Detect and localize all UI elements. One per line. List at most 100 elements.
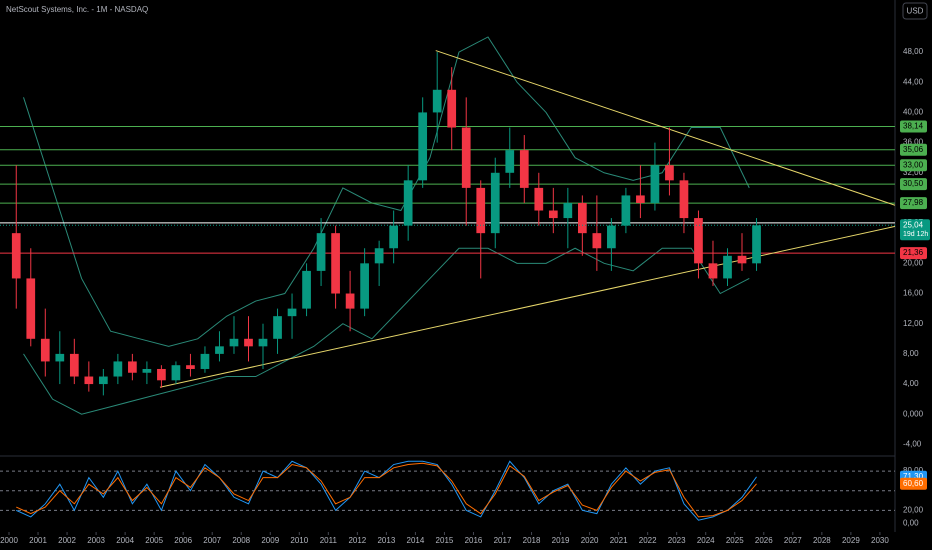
y-tick-label: 36,00 <box>903 138 924 147</box>
x-tick-label: 2016 <box>465 536 483 545</box>
level-label: 27,98 <box>903 198 924 207</box>
chart-title: NetScout Systems, Inc. - 1M - NASDAQ <box>6 5 148 14</box>
level-label-box <box>900 120 927 133</box>
candle-body <box>374 248 384 264</box>
y-tick-label: 20,00 <box>903 505 924 514</box>
x-tick-label: 2006 <box>174 536 192 545</box>
x-tick-label: 2030 <box>871 536 889 545</box>
x-tick-label: 2019 <box>552 536 570 545</box>
candle-body <box>534 187 544 211</box>
x-tick-label: 2012 <box>348 536 366 545</box>
level-label-box <box>900 143 927 156</box>
x-tick-label: 2001 <box>29 536 47 545</box>
candle-body <box>215 346 224 354</box>
candle-body <box>113 361 123 377</box>
candle-body <box>244 338 253 347</box>
x-tick-label: 2013 <box>377 536 395 545</box>
x-tick-label: 2029 <box>842 536 860 545</box>
candle-body <box>447 89 457 128</box>
y-tick-label: 0,00 <box>903 519 919 528</box>
candle-body <box>389 225 399 249</box>
trendline <box>435 50 896 206</box>
x-tick-label: 2004 <box>116 536 134 545</box>
candle-body <box>737 255 747 264</box>
candle-body <box>505 150 515 173</box>
level-label: 38,14 <box>903 122 924 131</box>
candle-body <box>650 165 660 203</box>
x-tick-label: 2021 <box>610 536 628 545</box>
trendline <box>159 225 896 388</box>
candle-body <box>84 376 94 385</box>
candle-body <box>403 180 413 226</box>
candle-body <box>577 202 587 234</box>
candle-body <box>331 233 340 294</box>
currency-label[interactable]: USD <box>907 7 924 16</box>
candle-body <box>273 316 282 339</box>
candle-body <box>723 255 732 279</box>
level-label-box <box>900 178 927 191</box>
candle-body <box>128 361 137 373</box>
y-tick-label: -4,00 <box>903 440 922 449</box>
x-tick-label: 2005 <box>145 536 163 545</box>
candle-body <box>40 338 50 362</box>
candle-body <box>752 225 761 264</box>
level-label-box <box>900 197 927 210</box>
level-label: 30,50 <box>903 179 924 188</box>
x-tick-label: 2009 <box>261 536 279 545</box>
candle-body <box>11 233 21 279</box>
y-tick-label: 80,00 <box>903 466 924 475</box>
candle-body <box>157 368 166 381</box>
level-label: 33,00 <box>903 160 924 169</box>
candle-body <box>229 338 239 347</box>
last-price-label: 25,04 <box>903 220 924 229</box>
candle-body <box>563 202 573 219</box>
level-label-box <box>900 159 927 172</box>
candle-body <box>708 263 718 279</box>
candle-body <box>519 150 529 188</box>
x-tick-label: 2025 <box>726 536 744 545</box>
x-tick-label: 2020 <box>581 536 599 545</box>
candle-body <box>171 365 181 381</box>
level-label-box <box>900 247 927 260</box>
candle-body <box>26 278 36 339</box>
candle-body <box>258 338 268 347</box>
x-tick-label: 2024 <box>697 536 715 545</box>
candle-body <box>302 270 311 309</box>
level-label: 35,06 <box>903 145 924 154</box>
band-line <box>23 36 750 347</box>
candle-body <box>592 233 602 249</box>
candle-body <box>55 353 65 362</box>
countdown-label: 19d 12h <box>903 231 928 238</box>
x-tick-label: 2023 <box>668 536 686 545</box>
y-tick-label: 44,00 <box>903 77 924 86</box>
candle-body <box>345 293 355 309</box>
band-line <box>23 247 750 415</box>
y-tick-label: 4,00 <box>903 379 919 388</box>
y-tick-label: 40,00 <box>903 108 924 117</box>
x-tick-label: 2000 <box>0 536 18 545</box>
last-price-box <box>900 219 930 241</box>
x-tick-label: 2022 <box>639 536 657 545</box>
oscillator-line <box>16 462 757 518</box>
x-tick-label: 2014 <box>407 536 425 545</box>
y-tick-label: 32,00 <box>903 168 924 177</box>
x-tick-label: 2007 <box>203 536 221 545</box>
candle-body <box>636 195 645 203</box>
candle-body <box>461 127 471 188</box>
candle-body <box>548 210 558 219</box>
y-tick-label: 20,00 <box>903 258 924 267</box>
y-tick-label: 48,00 <box>903 47 924 56</box>
x-tick-label: 2002 <box>58 536 76 545</box>
x-tick-label: 2010 <box>290 536 308 545</box>
currency-button[interactable] <box>902 2 928 20</box>
candle-body <box>200 353 210 369</box>
candle-body <box>316 233 326 271</box>
candle-body <box>360 263 369 309</box>
y-tick-label: 8,00 <box>903 349 919 358</box>
x-tick-label: 2003 <box>87 536 105 545</box>
y-tick-label: 12,00 <box>903 319 924 328</box>
x-tick-label: 2017 <box>494 536 512 545</box>
candle-body <box>98 376 108 385</box>
